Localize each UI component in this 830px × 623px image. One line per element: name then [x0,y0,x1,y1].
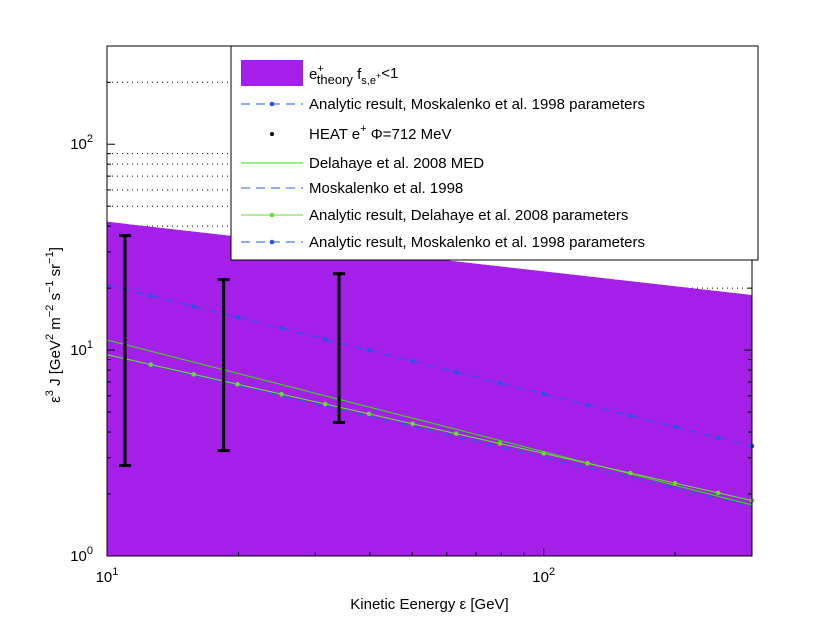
data-point [585,402,590,408]
series-analytic-result-delahaye-et-al-2008-parameters [106,354,755,503]
data-point [541,451,546,456]
data-point [279,326,284,331]
legend-patch [241,60,303,86]
legend-label: Analytic result, Moskalenko et al. 1998 … [309,234,645,251]
data-point [191,372,197,377]
data-point [715,435,721,440]
data-point [366,347,372,353]
legend-entry: HEAT e+ Φ=712 MeV [270,123,452,143]
data-point [279,391,284,397]
series-analytic-result-moskalenko-et-al-1998-parameters [106,284,755,449]
data-point [628,413,633,418]
data-point [410,421,415,427]
error-bar [119,234,132,468]
data-point [410,358,415,364]
x-tick-label: 101 [96,566,119,586]
error-bar [217,278,230,453]
data-point [497,441,503,446]
data-point [322,336,328,342]
data-point [148,293,154,298]
legend-entry: Moskalenko et al. 1998 [241,180,463,197]
error-bar [333,272,346,425]
data-point [235,381,240,387]
legend-marker [269,239,275,245]
legend-label: Analytic result, Moskalenko et al. 1998 … [309,96,645,113]
series-line [106,354,753,508]
data-point [366,411,372,417]
legend-dot [270,132,274,136]
series-line [106,354,753,502]
y-tick-label: 101 [70,339,93,359]
data-point [454,369,459,375]
x-tick-label: 102 [532,566,555,586]
legend-label: Analytic result, Delahaye et al. 2008 pa… [309,207,628,224]
legend-label: Delahaye et al. 2008 MED [309,155,484,172]
legend-marker [269,101,275,107]
y-tick-label: 102 [70,133,93,153]
data-point [672,424,678,430]
series-delahaye-et-al-2008-med [106,339,753,506]
y-axis-label: ε3 J [GeV2 m−2 s−1 sr−1] [44,247,64,403]
legend-entry: Analytic result, Delahaye et al. 2008 pa… [241,207,628,224]
data-point [235,314,240,320]
x-axis-label: Kinetic Eenergy ε [GeV] [350,596,508,613]
legend-marker [269,212,275,218]
legend-label: HEAT e+ Φ=712 MeV [309,123,452,143]
series-line [106,339,753,506]
data-point [148,362,154,367]
legend-entry: Delahaye et al. 2008 MED [241,155,484,172]
legend-entry: e+ theory fs,e+<1 [241,60,398,87]
legend-box [230,45,759,261]
y-tick-label: 100 [70,545,93,565]
legend-entry: Analytic result, Moskalenko et al. 1998 … [241,234,645,251]
data-point [715,490,721,496]
series-moskalenko-et-al-1998 [106,354,753,508]
data-point [497,380,503,386]
data-point [672,480,678,486]
data-point [541,391,546,397]
legend-entry: Analytic result, Moskalenko et al. 1998 … [241,96,645,113]
legend-label: Moskalenko et al. 1998 [309,180,463,197]
legend: e+ theory fs,e+<1 Analytic result, Moskale… [230,45,759,261]
series-line [106,284,753,447]
data-point [585,461,590,466]
data-point [628,470,633,476]
theory-band-fill [107,221,752,556]
data-point [454,431,459,436]
legend-label: e+ theory fs,e+<1 [309,63,398,87]
data-point [191,304,197,309]
data-point [322,401,328,407]
